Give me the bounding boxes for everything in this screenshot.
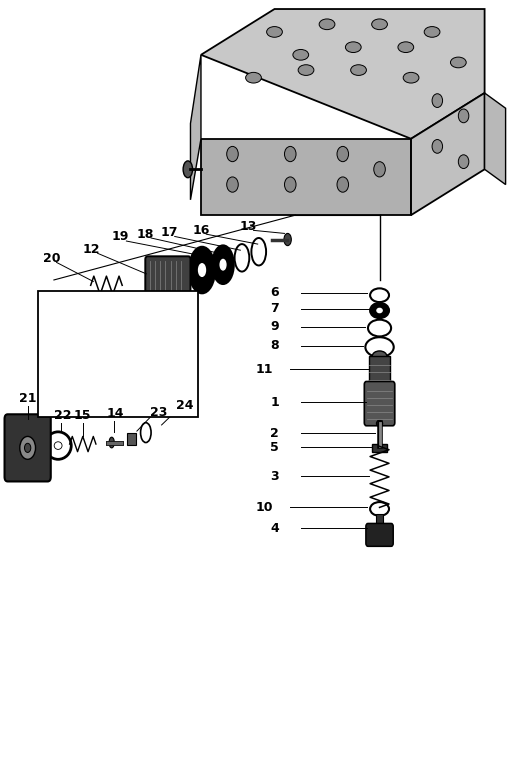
Ellipse shape xyxy=(374,162,385,177)
Text: 6: 6 xyxy=(270,286,279,300)
Text: 7: 7 xyxy=(270,303,279,316)
Ellipse shape xyxy=(403,72,419,83)
Text: 9: 9 xyxy=(270,320,279,333)
Ellipse shape xyxy=(183,161,193,178)
Text: 2: 2 xyxy=(270,427,279,440)
Ellipse shape xyxy=(220,260,226,270)
Ellipse shape xyxy=(351,65,366,75)
Ellipse shape xyxy=(458,155,469,169)
Polygon shape xyxy=(411,93,485,215)
Ellipse shape xyxy=(372,351,387,362)
Ellipse shape xyxy=(319,19,335,30)
Text: 11: 11 xyxy=(255,363,273,376)
Text: 16: 16 xyxy=(192,224,210,237)
Ellipse shape xyxy=(227,146,238,162)
Ellipse shape xyxy=(227,177,238,192)
Polygon shape xyxy=(201,9,485,139)
Ellipse shape xyxy=(432,93,442,107)
Bar xyxy=(372,444,388,452)
Ellipse shape xyxy=(432,139,442,153)
Bar xyxy=(369,356,390,381)
Text: 18: 18 xyxy=(137,228,154,241)
Text: 20: 20 xyxy=(43,252,60,265)
Ellipse shape xyxy=(398,42,414,53)
Text: 23: 23 xyxy=(150,405,168,418)
Ellipse shape xyxy=(370,303,389,318)
Text: 10: 10 xyxy=(255,501,273,514)
Ellipse shape xyxy=(109,437,114,448)
Ellipse shape xyxy=(267,27,282,38)
Ellipse shape xyxy=(293,50,309,61)
Text: 24: 24 xyxy=(176,399,194,412)
Text: 13: 13 xyxy=(240,220,257,233)
Ellipse shape xyxy=(376,421,383,427)
Ellipse shape xyxy=(20,437,35,460)
Text: 12: 12 xyxy=(83,243,100,256)
Bar xyxy=(376,514,383,528)
Text: 22: 22 xyxy=(53,408,71,421)
Ellipse shape xyxy=(372,19,388,30)
Text: 14: 14 xyxy=(107,407,124,420)
Ellipse shape xyxy=(285,146,296,162)
Text: 19: 19 xyxy=(111,230,129,243)
FancyBboxPatch shape xyxy=(145,257,191,302)
Text: 8: 8 xyxy=(270,339,279,352)
Ellipse shape xyxy=(298,65,314,75)
Text: 15: 15 xyxy=(74,408,91,421)
Ellipse shape xyxy=(190,247,214,293)
Bar xyxy=(38,291,199,417)
Text: 3: 3 xyxy=(270,470,279,483)
FancyBboxPatch shape xyxy=(366,523,393,546)
Bar xyxy=(127,433,136,445)
Ellipse shape xyxy=(54,442,62,450)
Ellipse shape xyxy=(199,264,205,277)
Ellipse shape xyxy=(213,246,233,283)
Text: 21: 21 xyxy=(19,391,36,404)
FancyBboxPatch shape xyxy=(5,414,51,482)
Ellipse shape xyxy=(24,444,31,453)
Ellipse shape xyxy=(337,146,348,162)
Text: 1: 1 xyxy=(270,395,279,408)
Ellipse shape xyxy=(450,57,466,67)
Ellipse shape xyxy=(285,177,296,192)
Ellipse shape xyxy=(337,177,348,192)
Ellipse shape xyxy=(424,27,440,38)
Text: 5: 5 xyxy=(270,440,279,453)
Polygon shape xyxy=(485,93,506,185)
Text: 4: 4 xyxy=(270,522,279,535)
Text: 17: 17 xyxy=(161,226,178,239)
Ellipse shape xyxy=(377,309,382,313)
Polygon shape xyxy=(191,55,201,200)
Ellipse shape xyxy=(246,72,261,83)
FancyBboxPatch shape xyxy=(364,381,395,426)
Ellipse shape xyxy=(458,109,469,123)
Ellipse shape xyxy=(284,234,291,246)
Polygon shape xyxy=(201,139,411,215)
Ellipse shape xyxy=(345,42,361,53)
